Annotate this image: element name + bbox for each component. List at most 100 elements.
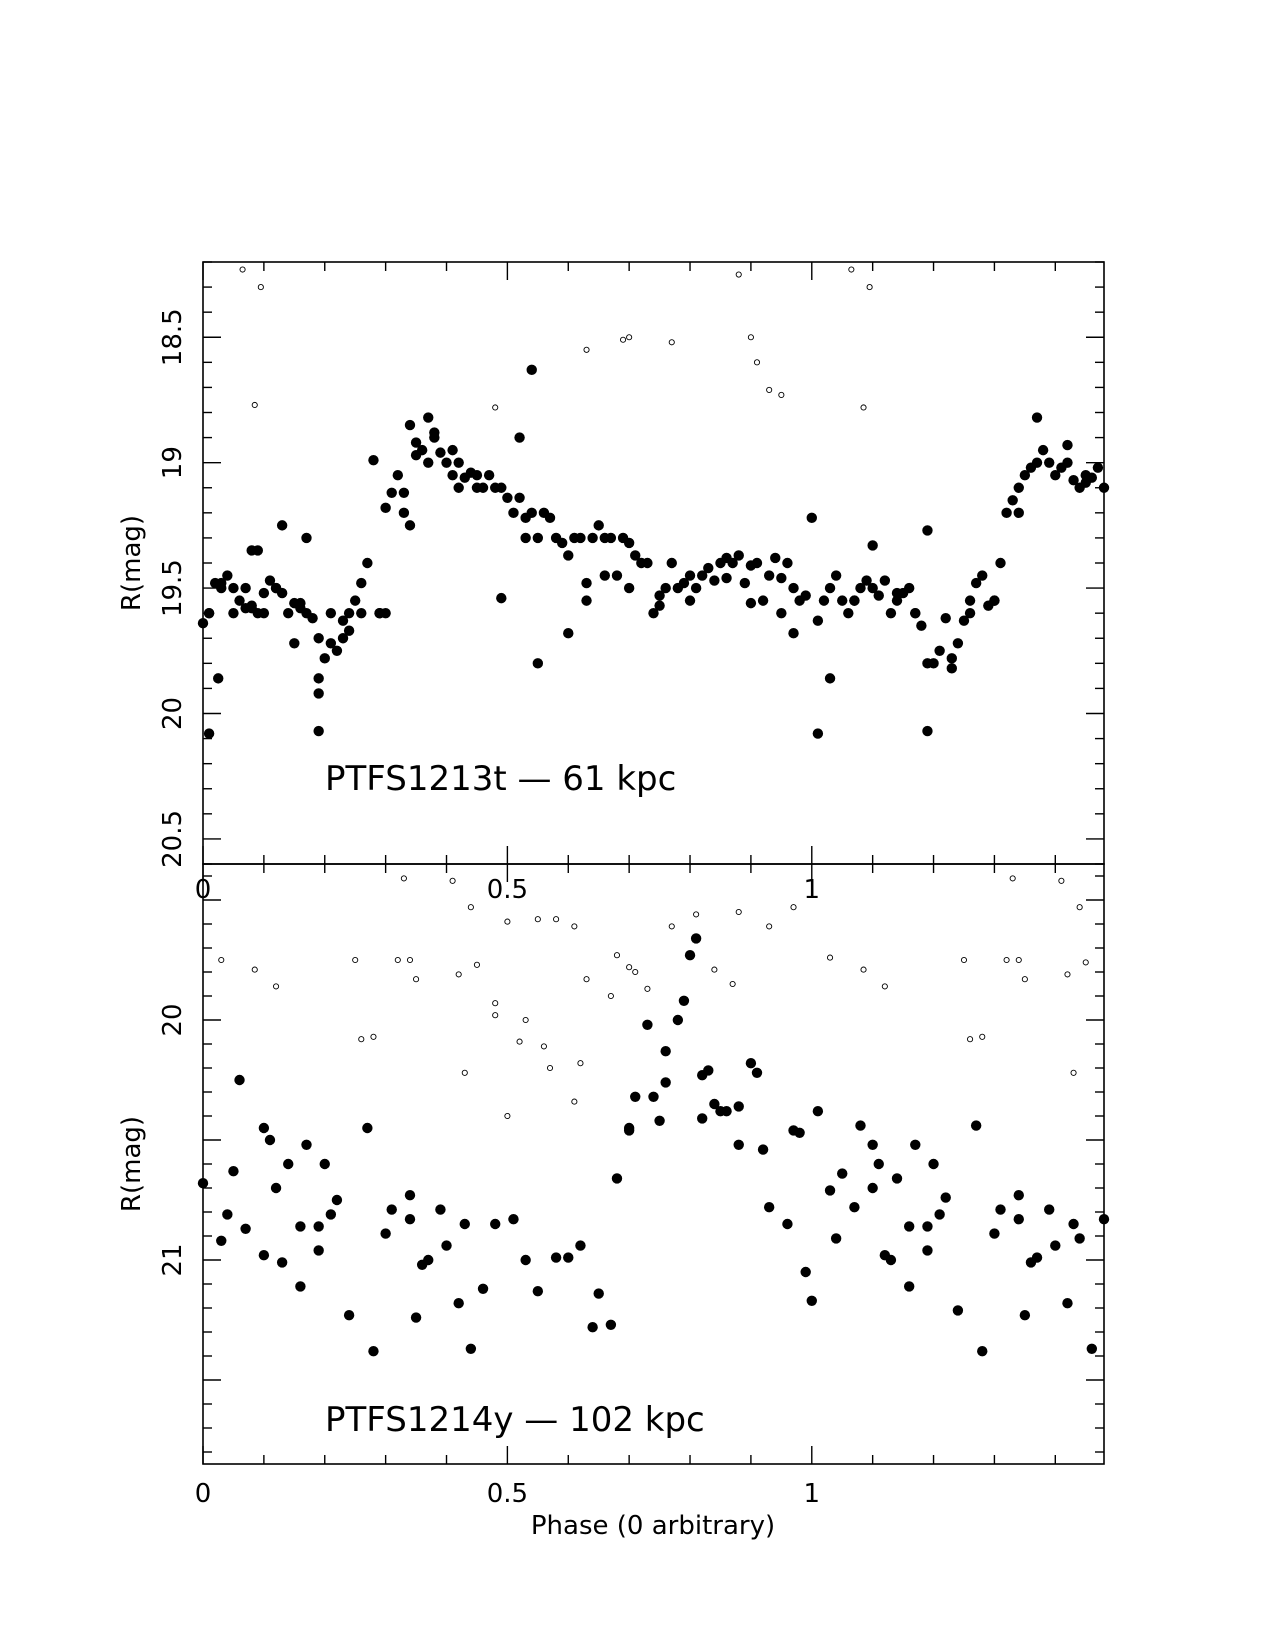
data-point <box>258 1250 270 1261</box>
data-point <box>471 470 483 481</box>
y-axis-label-top: R(mag) <box>117 515 147 611</box>
data-point-open <box>1058 877 1065 884</box>
x-axis-label: Phase (0 arbitrary) <box>531 1511 775 1541</box>
data-point <box>703 562 714 574</box>
data-points-top <box>197 266 1110 739</box>
x-tick-label: 1 <box>804 1479 821 1509</box>
data-point <box>970 1120 982 1131</box>
data-point-open <box>826 954 834 961</box>
data-point <box>313 1221 324 1232</box>
data-point <box>270 582 282 594</box>
data-point <box>770 552 781 564</box>
data-point <box>240 1223 251 1235</box>
data-point <box>660 582 671 594</box>
data-point-open <box>239 266 246 273</box>
data-point <box>258 1122 270 1134</box>
data-point <box>867 540 878 551</box>
data-point <box>234 595 245 606</box>
data-point <box>520 1254 531 1266</box>
data-point <box>958 615 970 626</box>
data-point <box>1068 475 1079 486</box>
data-point-open <box>766 386 773 393</box>
data-point-open <box>352 956 359 964</box>
data-point <box>1031 457 1043 468</box>
data-point <box>690 933 702 944</box>
data-point <box>459 1218 470 1230</box>
data-point-open <box>735 908 742 916</box>
data-point <box>1037 444 1049 456</box>
data-point <box>216 1235 227 1247</box>
data-point <box>763 1202 775 1213</box>
data-point <box>313 673 324 684</box>
data-point <box>349 595 361 606</box>
data-point <box>258 607 270 619</box>
data-point <box>605 532 617 544</box>
data-point <box>1098 482 1110 493</box>
data-point <box>977 1346 988 1357</box>
data-point <box>325 1209 337 1220</box>
data-point-open <box>881 983 888 990</box>
y-tick-label: 20 <box>158 1003 188 1036</box>
panel-ptfs1214y: 0 0.5 1 20 21 R(mag) PTFS1214y — 102 kpc Pha… <box>117 863 1110 1541</box>
data-point <box>891 587 903 599</box>
data-point <box>563 550 574 561</box>
data-point <box>1044 1204 1055 1215</box>
data-point <box>362 1122 373 1134</box>
data-point <box>276 520 288 531</box>
data-point <box>684 595 696 606</box>
data-point <box>313 633 324 644</box>
data-point-open <box>546 1064 554 1072</box>
data-point-open <box>273 983 280 990</box>
data-point <box>757 1144 769 1155</box>
data-point <box>526 364 537 376</box>
data-point <box>301 532 312 544</box>
data-point <box>837 595 848 606</box>
data-point <box>423 412 434 423</box>
data-point <box>934 1209 945 1220</box>
data-point <box>386 1204 397 1215</box>
data-point <box>471 482 483 493</box>
data-point <box>812 728 824 739</box>
data-point-open <box>626 334 633 341</box>
data-point <box>855 582 866 594</box>
data-point-open <box>251 966 258 973</box>
data-point <box>1074 1233 1085 1244</box>
data-point-open <box>370 1033 377 1040</box>
data-point <box>818 595 830 606</box>
data-point <box>709 575 720 586</box>
data-point-open <box>251 401 258 409</box>
data-point <box>544 512 556 524</box>
data-point <box>514 432 525 443</box>
data-point <box>404 1190 416 1201</box>
data-point <box>453 1298 464 1309</box>
data-point <box>550 1252 562 1263</box>
data-point-open <box>400 875 407 882</box>
data-point <box>1019 1310 1031 1321</box>
data-point <box>496 482 507 493</box>
data-point <box>843 607 854 619</box>
data-point <box>441 457 452 468</box>
data-point <box>447 444 458 456</box>
data-point-open <box>571 923 578 930</box>
y-axis-label-bottom: R(mag) <box>117 1116 147 1212</box>
data-point <box>666 557 677 569</box>
data-point <box>684 950 696 961</box>
data-point <box>830 1233 842 1244</box>
data-point <box>867 1139 878 1151</box>
data-point <box>258 587 270 599</box>
y-tick-label: 18.5 <box>158 308 188 366</box>
data-point <box>313 688 324 699</box>
data-point <box>660 1046 671 1057</box>
data-point <box>1080 477 1091 488</box>
data-point-open <box>406 956 414 964</box>
data-point-open <box>1021 976 1028 983</box>
data-point <box>861 575 872 586</box>
data-point-open <box>455 971 462 978</box>
data-point <box>1062 1298 1073 1309</box>
data-point <box>916 620 927 631</box>
data-point <box>903 1281 915 1292</box>
data-point <box>1044 457 1055 468</box>
y-tick-label: 19.5 <box>158 559 188 617</box>
data-point <box>319 1158 330 1170</box>
data-point <box>806 1295 817 1307</box>
